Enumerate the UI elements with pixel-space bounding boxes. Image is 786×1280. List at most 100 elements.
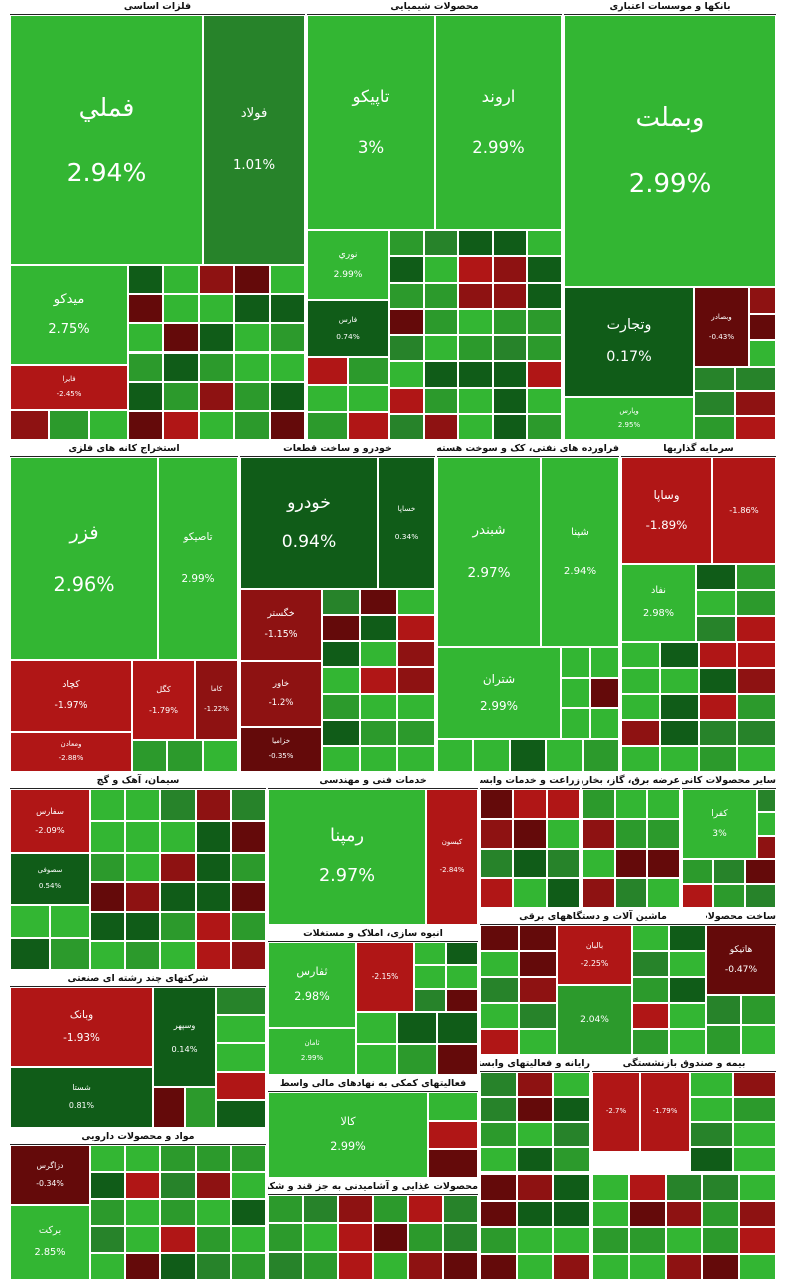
stock-tile: [359, 745, 398, 772]
stock-tile: [195, 940, 231, 970]
stock-tile: [582, 848, 615, 879]
stock-change: 2.95%: [617, 420, 641, 429]
stock-tile[interactable]: خساپا 0.34%: [378, 457, 435, 589]
stock-tile[interactable]: نفاد 2.98%: [621, 564, 696, 642]
stock-tile: [736, 616, 776, 642]
stock-tile: [513, 878, 547, 908]
stock-name: رمپنا: [329, 826, 365, 847]
stock-tile: [480, 1122, 517, 1147]
stock-tile: [125, 911, 161, 941]
stock-tile[interactable]: نوري 2.99%: [307, 230, 389, 300]
stock-tile: [509, 739, 547, 772]
stock-tile[interactable]: ومعادن -2.88%: [10, 732, 132, 772]
stock-tile[interactable]: کالا 2.99%: [268, 1092, 428, 1178]
stock-tile[interactable]: کگل -1.79%: [132, 660, 195, 740]
stock-tile[interactable]: -2.15%: [356, 942, 414, 1012]
stock-tile[interactable]: شبندر 2.97%: [437, 457, 541, 647]
stock-tile[interactable]: دزاگرس -0.34%: [10, 1145, 90, 1205]
stock-tile[interactable]: کیسون -2.84%: [426, 789, 478, 925]
stock-name: کالا: [340, 1115, 356, 1129]
stock-tile: [269, 352, 305, 382]
stock-tile: [733, 1122, 776, 1147]
stock-name: شتران: [482, 671, 516, 686]
stock-tile[interactable]: سصوفی 0.54%: [10, 853, 90, 905]
stock-tile[interactable]: ثفارس 2.98%: [268, 942, 356, 1028]
stock-tile[interactable]: وسپهر 0.14%: [153, 987, 216, 1087]
stock-tile[interactable]: 2.04%: [557, 985, 632, 1055]
stock-tile: [659, 746, 699, 772]
stock-tile: [269, 410, 305, 440]
stock-tile[interactable]: شستا 0.81%: [10, 1067, 153, 1128]
stock-tile: [125, 821, 161, 853]
stock-tile[interactable]: تاصیکو 2.99%: [158, 457, 238, 660]
stock-tile[interactable]: وتجارت 0.17%: [564, 287, 694, 397]
stock-tile[interactable]: سفارس -2.09%: [10, 789, 90, 853]
stock-name: ومعادن: [60, 740, 82, 749]
stock-tile: [480, 1147, 517, 1172]
stock-tile[interactable]: شتران 2.99%: [437, 647, 561, 739]
stock-tile[interactable]: خزامیا -0.35%: [240, 727, 322, 772]
stock-name: تاپیکو: [352, 87, 390, 107]
stock-tile: [423, 335, 459, 362]
stock-tile: [338, 1223, 373, 1252]
stock-tile: [389, 308, 424, 335]
stock-tile[interactable]: -1.79%: [640, 1072, 690, 1152]
stock-tile[interactable]: کاما -1.22%: [195, 660, 238, 740]
stock-tile: [408, 1251, 443, 1280]
sector-title: مواد و محصولات دارویی: [10, 1130, 266, 1145]
stock-tile[interactable]: وپارس 2.95%: [564, 397, 694, 440]
stock-tile: [216, 1015, 266, 1044]
stock-tile: [614, 878, 648, 908]
stock-tile[interactable]: خودرو 0.94%: [240, 457, 378, 589]
stock-tile: [414, 988, 446, 1012]
stock-tile[interactable]: فملي 2.94%: [10, 15, 203, 265]
stock-tile: [614, 818, 648, 849]
stock-tile[interactable]: خاور -1.2%: [240, 661, 322, 727]
stock-change: -2.84%: [439, 866, 465, 875]
stock-tile[interactable]: ثامان 2.99%: [268, 1028, 356, 1075]
stock-name: نفاد: [651, 585, 666, 597]
stock-tile: [632, 1003, 669, 1029]
stock-tile[interactable]: وساپا -1.89%: [621, 457, 712, 564]
stock-tile: [698, 720, 738, 746]
stock-tile[interactable]: برکت 2.85%: [10, 1205, 90, 1280]
stock-tile: [621, 694, 660, 720]
stock-tile[interactable]: شپنا 2.94%: [541, 457, 619, 647]
stock-tile: [659, 668, 699, 694]
stock-tile: [198, 381, 235, 411]
stock-name: خاور: [272, 678, 290, 689]
stock-tile[interactable]: کفرا 3%: [682, 789, 757, 859]
stock-tile[interactable]: -2.7%: [592, 1072, 640, 1152]
stock-tile[interactable]: وبصادر -0.43%: [694, 287, 749, 367]
stock-tile[interactable]: وبملت 2.99%: [564, 15, 776, 287]
stock-tile[interactable]: وبانک -1.93%: [10, 987, 153, 1067]
stock-tile: [128, 381, 164, 411]
stock-tile[interactable]: فارس 0.74%: [307, 300, 389, 357]
stock-tile[interactable]: -1.86%: [712, 457, 776, 564]
stock-tile[interactable]: کچاد -1.97%: [10, 660, 132, 732]
stock-tile[interactable]: فزر 2.96%: [10, 457, 158, 660]
stock-tile[interactable]: بالبان -2.25%: [557, 925, 632, 985]
stock-tile[interactable]: فایرا -2.45%: [10, 365, 128, 410]
stock-tile[interactable]: فولاد 1.01%: [203, 15, 305, 265]
stock-tile: [195, 882, 231, 912]
stock-tile[interactable]: هاتیکو -0.47%: [706, 925, 776, 995]
stock-tile[interactable]: رمپنا 2.97%: [268, 789, 426, 925]
stock-tile: [492, 256, 528, 283]
stock-tile: [546, 818, 580, 849]
stock-change: 2.99%: [333, 270, 363, 281]
stock-tile[interactable]: اروند 2.99%: [435, 15, 562, 230]
stock-tile: [198, 410, 235, 440]
stock-tile: [90, 1199, 126, 1226]
stock-name: کیسون: [441, 838, 463, 847]
stock-tile[interactable]: تاپیکو 3%: [307, 15, 435, 230]
stock-tile[interactable]: میدکو 2.75%: [10, 265, 128, 365]
stock-tile: [389, 230, 424, 257]
stock-tile: [561, 708, 590, 739]
stock-tile: [397, 615, 435, 642]
stock-tile: [160, 1199, 196, 1226]
stock-tile: [348, 384, 389, 413]
stock-tile[interactable]: خگستر -1.15%: [240, 589, 322, 661]
stock-change: 2.04%: [580, 1015, 609, 1025]
